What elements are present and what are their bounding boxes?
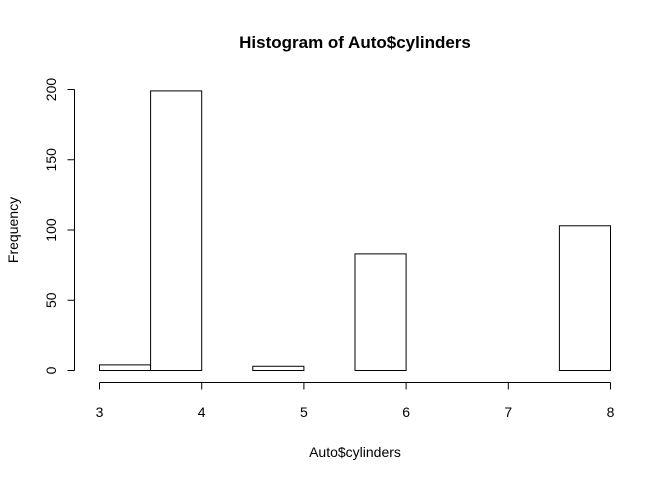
- y-tick-label: 50: [43, 292, 59, 308]
- y-tick-label: 0: [43, 366, 59, 374]
- y-axis: 0 50 100 150 200: [43, 78, 75, 374]
- x-tick-label: 3: [96, 404, 104, 420]
- x-axis: 3 4 5 6 7 8: [96, 382, 615, 420]
- x-axis-label: Auto$cylinders: [309, 444, 401, 460]
- histogram-bar: [354, 253, 407, 371]
- y-tick-label: 200: [43, 78, 59, 102]
- chart-title: Histogram of Auto$cylinders: [239, 33, 471, 52]
- y-tick-label: 150: [43, 148, 59, 172]
- histogram-bar: [99, 364, 152, 372]
- y-tick-label: 100: [43, 218, 59, 242]
- histogram-bar: [150, 90, 203, 371]
- y-axis-label: Frequency: [5, 197, 21, 263]
- x-tick-label: 6: [402, 404, 410, 420]
- histogram-bar: [558, 225, 612, 371]
- x-tick-label: 4: [198, 404, 206, 420]
- x-tick-label: 5: [300, 404, 308, 420]
- bars-layer: [99, 90, 612, 372]
- x-tick-label: 8: [607, 404, 615, 420]
- histogram-bar: [252, 365, 305, 372]
- x-tick-label: 7: [504, 404, 512, 420]
